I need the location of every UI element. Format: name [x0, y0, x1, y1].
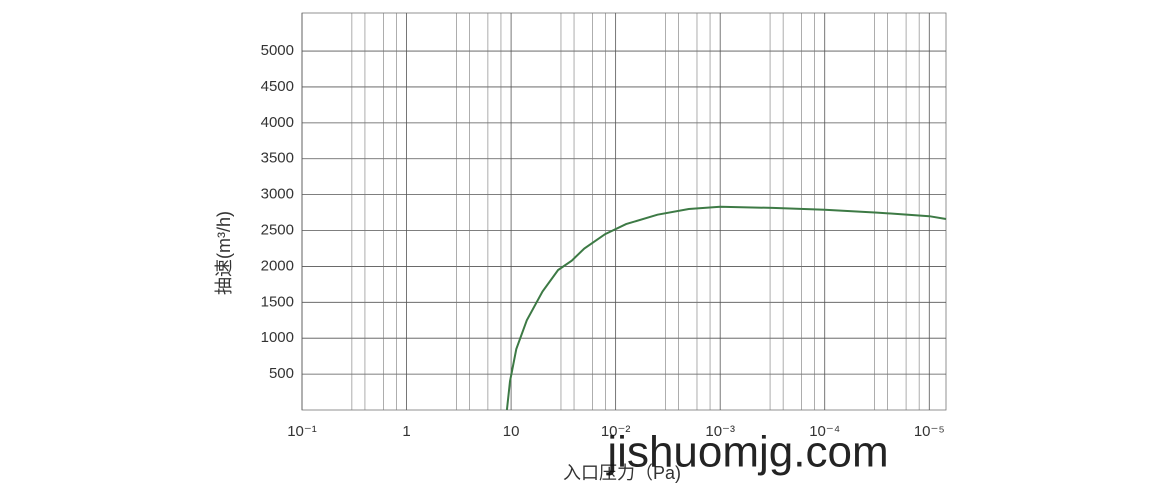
- y-tick-label: 4500: [261, 78, 294, 95]
- watermark: jishuomjg.com: [605, 428, 888, 477]
- x-tick-label: 10⁻⁵: [914, 423, 945, 440]
- y-tick-label: 4000: [261, 114, 294, 131]
- x-tick-label: 10⁻¹: [287, 423, 317, 440]
- x-tick-label: 10: [503, 423, 520, 440]
- y-tick-label: 2000: [261, 257, 294, 274]
- y-tick-label: 5000: [261, 42, 294, 59]
- x-tick-label: 10⁻²: [601, 423, 631, 440]
- y-tick-label: 3000: [261, 186, 294, 203]
- x-tick-label: 10⁻⁴: [809, 423, 840, 440]
- y-tick-label: 500: [269, 365, 294, 382]
- y-axis-label: 抽速(m³/h): [214, 211, 234, 295]
- x-tick-label: 10⁻³: [705, 423, 735, 440]
- y-tick-label: 1000: [261, 329, 294, 346]
- y-tick-label: 2500: [261, 221, 294, 238]
- y-tick-label: 1500: [261, 293, 294, 310]
- x-tick-label: 1: [402, 423, 410, 440]
- x-axis-label: 入口压力（Pa): [563, 463, 681, 483]
- data-line: [505, 205, 947, 411]
- y-tick-label: 3500: [261, 150, 294, 167]
